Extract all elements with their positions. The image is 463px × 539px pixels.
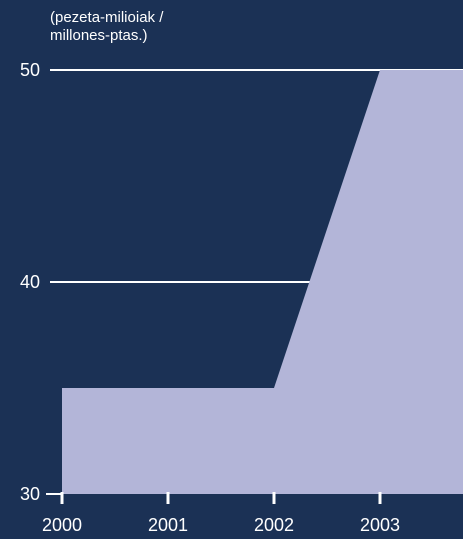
y-axis-unit-label-line-2: millones-ptas.)	[50, 27, 148, 44]
x-tick-label-2000: 2000	[42, 515, 82, 535]
area-series	[62, 70, 463, 494]
x-tick-label-2002: 2002	[254, 515, 294, 535]
y-axis-ticks: 30 40 50	[20, 60, 62, 504]
x-tick-label-2001: 2001	[148, 515, 188, 535]
y-tick-label-40: 40	[20, 272, 40, 292]
area-fill	[62, 70, 463, 494]
x-axis-ticks: 2000 2001 2002 2003	[42, 492, 400, 535]
y-axis-unit-label-line-1: (pezeta-milioiak /	[50, 9, 164, 26]
y-tick-label-50: 50	[20, 60, 40, 80]
x-tick-label-2003: 2003	[360, 515, 400, 535]
y-tick-label-30: 30	[20, 484, 40, 504]
